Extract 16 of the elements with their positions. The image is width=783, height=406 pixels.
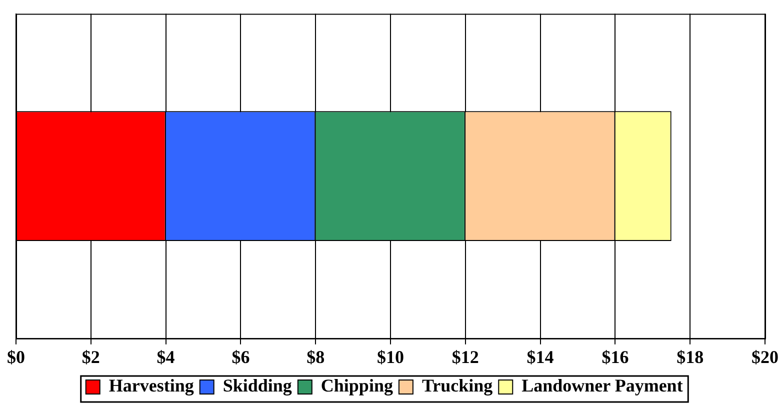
- x-tick-label: $4: [156, 346, 175, 367]
- x-tick-label: $20: [752, 346, 778, 367]
- x-tick-label: $10: [377, 346, 404, 367]
- legend-label: Harvesting: [108, 376, 194, 396]
- x-tick-label: $8: [306, 346, 325, 367]
- x-tick-label: $18: [676, 346, 704, 367]
- legend-label: Chipping: [320, 376, 393, 396]
- x-tick-label: $0: [7, 346, 25, 367]
- x-tick-label: $14: [526, 346, 554, 367]
- legend-label: Trucking: [422, 376, 493, 396]
- legend-label: Skidding: [222, 376, 292, 396]
- x-tick-label: $12: [452, 346, 479, 367]
- x-tick-label: $6: [232, 346, 250, 367]
- x-tick-label: $16: [602, 346, 629, 367]
- legend-label: Landowner Payment: [522, 376, 683, 396]
- x-tick-label: $2: [82, 346, 100, 367]
